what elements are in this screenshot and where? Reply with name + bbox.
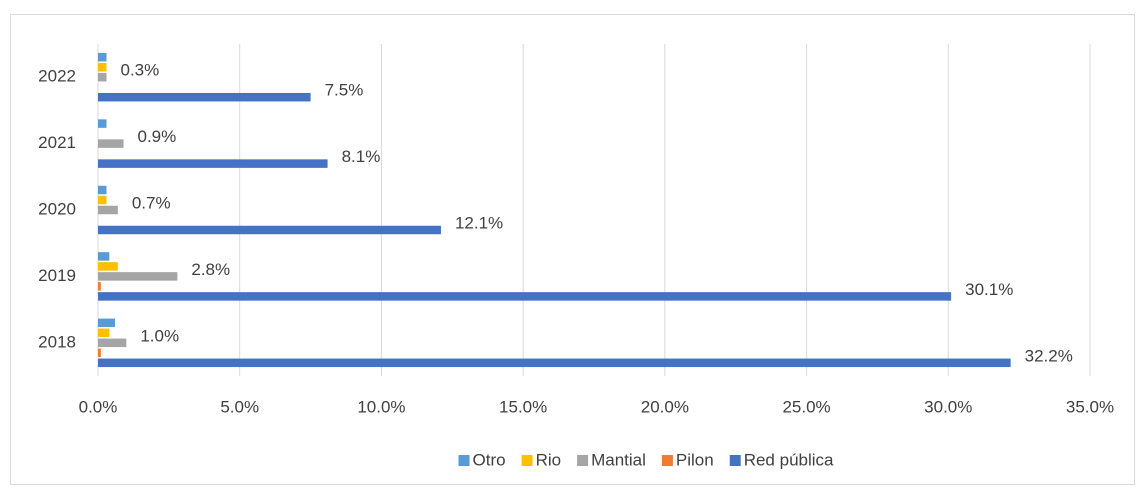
data-label: 7.5% — [325, 81, 364, 100]
bar — [98, 92, 311, 102]
x-tick-label: 10.0% — [357, 397, 405, 416]
y-tick-label: 2018 — [38, 332, 76, 351]
bar — [98, 139, 124, 148]
bar — [98, 292, 952, 301]
data-label: 2.8% — [191, 260, 230, 279]
data-label: 32.2% — [1025, 346, 1073, 365]
legend-label: Otro — [473, 450, 506, 469]
bar — [98, 62, 107, 72]
legend-label: Red pública — [744, 450, 834, 469]
data-label: 30.1% — [965, 280, 1013, 299]
bar — [98, 225, 441, 235]
x-tick-label: 35.0% — [1066, 397, 1114, 416]
bar — [98, 328, 110, 338]
data-label: 0.9% — [138, 127, 177, 146]
bar — [98, 195, 107, 205]
bar — [98, 119, 107, 128]
bar — [98, 338, 127, 348]
bar — [98, 282, 101, 291]
bar — [98, 318, 116, 328]
legend-swatch — [577, 455, 589, 466]
legend-swatch — [458, 455, 470, 466]
bar — [98, 205, 118, 215]
bar — [98, 348, 101, 358]
data-label: 1.0% — [140, 326, 179, 345]
x-tick-label: 5.0% — [220, 397, 259, 416]
x-tick-label: 15.0% — [499, 397, 547, 416]
legend-swatch — [521, 455, 533, 466]
chart-border — [10, 14, 1135, 485]
data-label: 0.3% — [121, 61, 160, 80]
legend-label: Pilon — [676, 450, 714, 469]
bar — [98, 52, 107, 62]
x-tick-label: 0.0% — [79, 397, 118, 416]
data-label: 12.1% — [455, 213, 503, 232]
data-label: 8.1% — [342, 147, 381, 166]
x-tick-label: 20.0% — [641, 397, 689, 416]
bar — [98, 159, 328, 168]
bar — [98, 185, 107, 195]
y-tick-label: 2021 — [38, 133, 76, 152]
bar — [98, 262, 118, 271]
bar — [98, 252, 110, 261]
legend-label: Rio — [536, 450, 562, 469]
x-tick-label: 25.0% — [782, 397, 830, 416]
x-tick-label: 30.0% — [924, 397, 972, 416]
legend-swatch — [729, 455, 741, 466]
bar — [98, 272, 178, 281]
legend-swatch — [661, 455, 673, 466]
data-label: 0.7% — [132, 193, 171, 212]
bar — [98, 72, 107, 82]
bar — [98, 358, 1011, 368]
legend-label: Mantial — [591, 450, 646, 469]
y-tick-label: 2022 — [38, 67, 76, 86]
y-tick-label: 2020 — [38, 199, 76, 218]
y-tick-label: 2019 — [38, 266, 76, 285]
